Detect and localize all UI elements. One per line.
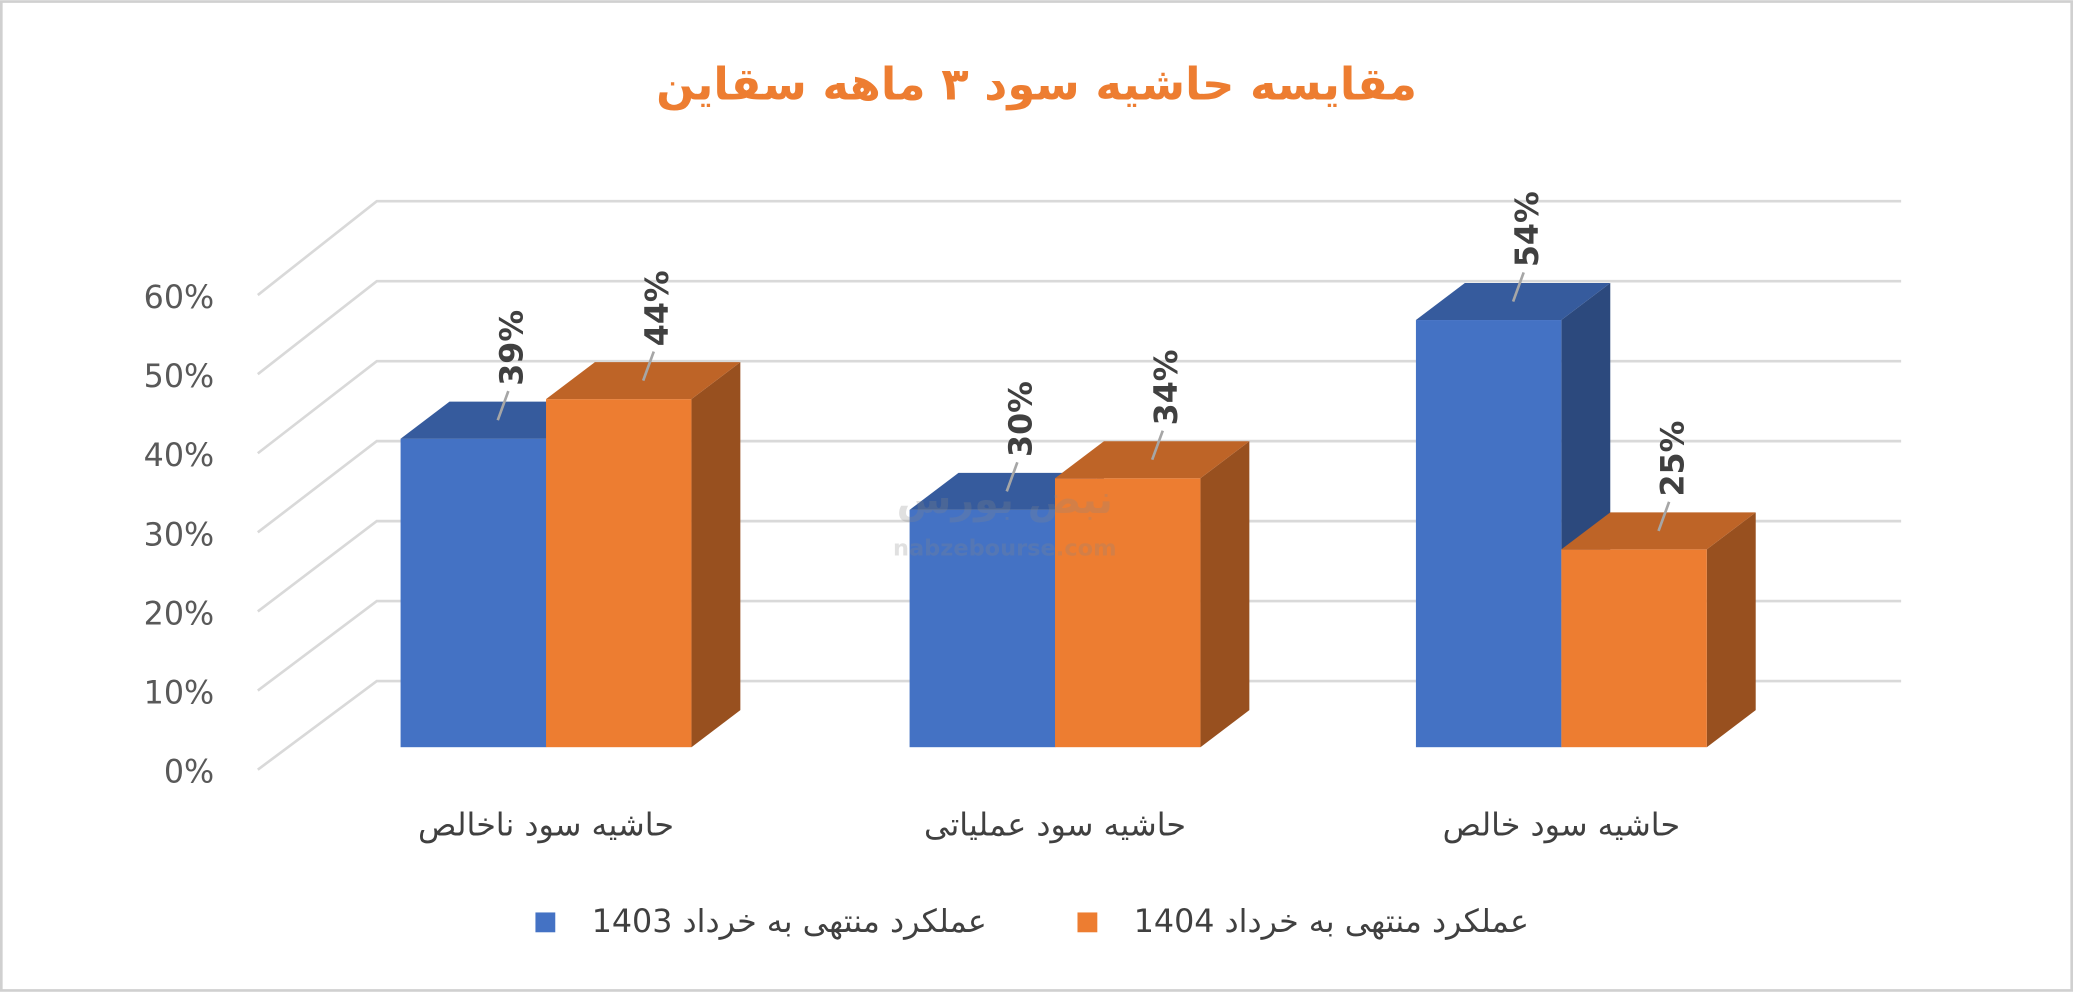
bar	[1561, 549, 1707, 748]
value-label: 54%	[1510, 191, 1546, 267]
value-label: 34%	[1149, 349, 1185, 425]
grid-line	[257, 679, 1902, 771]
watermark: نبض بورس nabzebourse.com	[893, 477, 1116, 561]
bar-top	[546, 362, 741, 400]
value-label: 39%	[495, 310, 531, 386]
y-tick-label: 40%	[144, 438, 215, 474]
bar	[546, 399, 692, 748]
y-tick-label: 10%	[144, 676, 215, 712]
grid-line	[257, 519, 1902, 613]
bar-top	[1415, 283, 1611, 321]
y-tick-label: 20%	[144, 596, 215, 632]
label-leader	[1150, 430, 1164, 461]
value-label: 30%	[1004, 381, 1040, 457]
label-leader	[1005, 461, 1019, 492]
x-tick-label: حاشیه سود ناخالص	[418, 808, 674, 844]
x-tick-label: حاشیه سود خالص	[1443, 808, 1680, 844]
grid-line	[256, 359, 1902, 455]
bar-side	[691, 362, 741, 748]
grid-line	[257, 599, 1902, 692]
watermark-text: نبض بورس	[897, 477, 1113, 523]
grid-line	[256, 439, 1902, 534]
grid-line	[256, 279, 1902, 376]
watermark-url: nabzebourse.com	[893, 535, 1116, 561]
bar	[400, 438, 547, 748]
bar	[1415, 320, 1562, 748]
y-tick-label: 0%	[164, 755, 214, 791]
label-leader	[496, 390, 510, 421]
value-label: 44%	[640, 270, 676, 346]
legend-swatch	[1077, 912, 1098, 933]
bar	[909, 509, 1056, 748]
legend-label: عملکرد منتهی به خرداد 1404	[1134, 904, 1529, 940]
label-leader	[1657, 501, 1671, 532]
grid-line	[256, 199, 1902, 297]
y-tick-label: 30%	[144, 517, 215, 553]
label-leader	[641, 351, 656, 382]
y-tick-label: 50%	[144, 359, 215, 395]
legend-swatch	[535, 912, 556, 933]
label-leader	[1511, 271, 1525, 302]
chart-title: مقایسه حاشیه سود ۳ ماهه سقاین	[656, 57, 1417, 110]
x-tick-label: حاشیه سود عملیاتی	[924, 808, 1186, 844]
bar-side	[1706, 512, 1756, 748]
bar	[1055, 478, 1201, 748]
legend-label: عملکرد منتهی به خرداد 1403	[592, 904, 987, 940]
y-tick-label: 60%	[144, 280, 215, 316]
value-label: 25%	[1655, 421, 1691, 497]
bar-side	[1200, 441, 1250, 748]
